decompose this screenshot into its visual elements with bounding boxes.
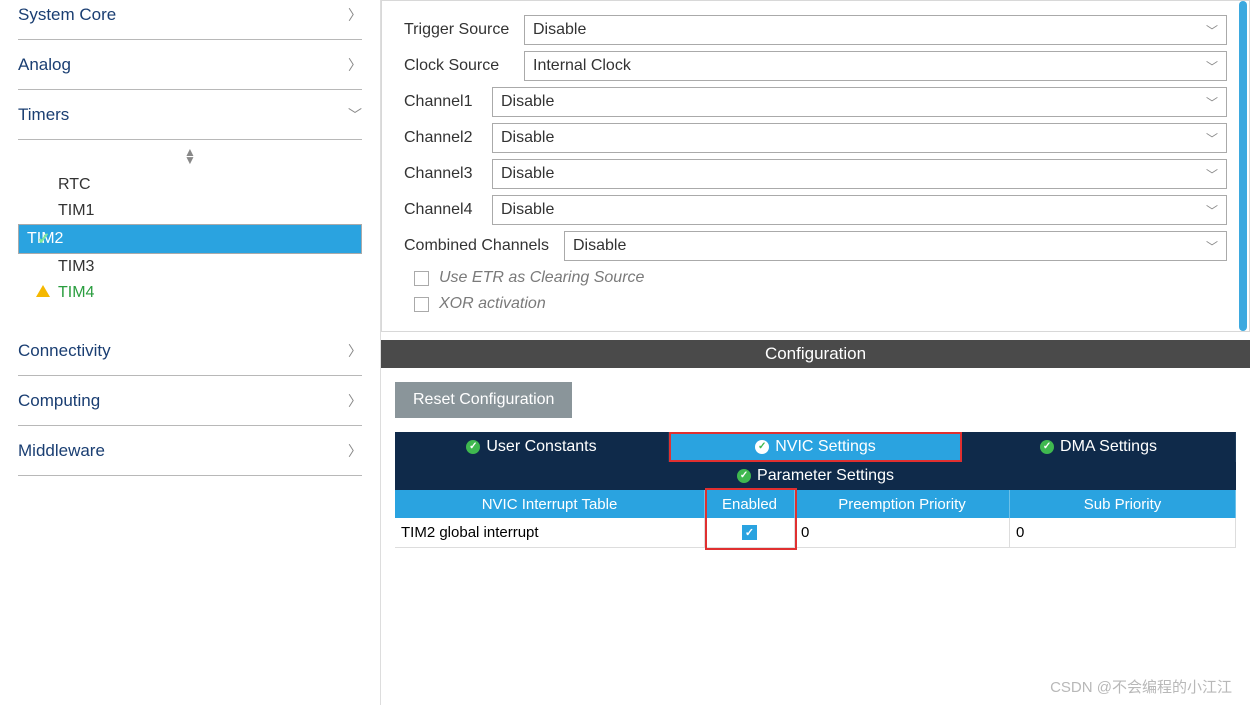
table-header: Enabled [705, 490, 795, 518]
chevron-right-icon: 〉 [348, 341, 362, 361]
field-label: Clock Source [404, 57, 524, 75]
category-connectivity[interactable]: Connectivity 〉 [18, 326, 362, 376]
sidebar: System Core 〉 Analog 〉 Timers ﹀ ▲▼ RTC T… [0, 0, 380, 705]
table-header: Preemption Priority [795, 490, 1010, 518]
timer-item-rtc[interactable]: RTC [18, 172, 362, 198]
chevron-down-icon: ﹀ [1206, 22, 1218, 39]
clock-source-select[interactable]: Internal Clock﹀ [524, 51, 1227, 81]
category-label: Analog [18, 55, 71, 75]
check-circle-icon: ✓ [1040, 440, 1054, 454]
config-tabs: ✓User Constants ✓NVIC Settings ✓DMA Sett… [395, 432, 1236, 490]
timer-label: TIM1 [58, 202, 94, 220]
checkbox-label: XOR activation [439, 295, 546, 313]
scrollbar[interactable] [1239, 1, 1247, 331]
reset-configuration-button[interactable]: Reset Configuration [395, 382, 572, 418]
interrupt-name: TIM2 global interrupt [395, 518, 705, 547]
timer-label: TIM3 [58, 258, 94, 276]
enabled-cell: ✓ [705, 518, 795, 547]
category-label: Connectivity [18, 341, 111, 361]
configuration-body: Reset Configuration ✓User Constants ✓NVI… [381, 368, 1250, 562]
tab-parameter-settings[interactable]: ✓Parameter Settings [395, 462, 1236, 490]
tab-nvic-settings[interactable]: ✓NVIC Settings [669, 432, 962, 462]
check-circle-icon: ✓ [737, 469, 751, 483]
category-label: System Core [18, 5, 116, 25]
sort-icon[interactable]: ▲▼ [18, 140, 362, 172]
category-system-core[interactable]: System Core 〉 [18, 0, 362, 40]
category-timers[interactable]: Timers ﹀ [18, 90, 362, 140]
chevron-down-icon: ﹀ [1206, 166, 1218, 183]
chevron-down-icon: ﹀ [1206, 202, 1218, 219]
chevron-down-icon: ﹀ [1206, 58, 1218, 75]
table-header: NVIC Interrupt Table [395, 490, 705, 518]
category-analog[interactable]: Analog 〉 [18, 40, 362, 90]
category-label: Timers [18, 105, 69, 125]
channel3-select[interactable]: Disable﹀ [492, 159, 1227, 189]
category-computing[interactable]: Computing 〉 [18, 376, 362, 426]
field-label: Channel1 [404, 93, 492, 111]
tab-dma-settings[interactable]: ✓DMA Settings [962, 432, 1236, 462]
check-icon: ✓ [37, 229, 53, 249]
channel1-select[interactable]: Disable﹀ [492, 87, 1227, 117]
mode-config-form: Trigger SourceDisable﹀ Clock SourceInter… [381, 0, 1250, 332]
category-middleware[interactable]: Middleware 〉 [18, 426, 362, 476]
timer-item-tim4[interactable]: TIM4 [18, 280, 362, 306]
timer-item-tim2[interactable]: ✓ TIM2 [18, 224, 362, 254]
table-header: Sub Priority [1010, 490, 1236, 518]
chevron-right-icon: 〉 [348, 391, 362, 411]
etr-checkbox[interactable] [414, 271, 429, 286]
chevron-down-icon: ﹀ [1206, 130, 1218, 147]
watermark: CSDN @不会编程的小江江 [1050, 676, 1232, 697]
chevron-down-icon: ﹀ [348, 105, 362, 125]
combined-channels-select[interactable]: Disable﹀ [564, 231, 1227, 261]
field-label: Channel4 [404, 201, 492, 219]
chevron-right-icon: 〉 [348, 5, 362, 25]
check-circle-icon: ✓ [466, 440, 480, 454]
category-label: Middleware [18, 441, 105, 461]
timer-item-tim3[interactable]: TIM3 [18, 254, 362, 280]
field-label: Channel2 [404, 129, 492, 147]
chevron-down-icon: ﹀ [1206, 94, 1218, 111]
sub-priority-cell[interactable]: 0 [1010, 518, 1236, 547]
channel4-select[interactable]: Disable﹀ [492, 195, 1227, 225]
nvic-table: NVIC Interrupt Table Enabled Preemption … [395, 490, 1236, 548]
configuration-header: Configuration [381, 340, 1250, 368]
category-label: Computing [18, 391, 100, 411]
table-row: TIM2 global interrupt ✓ 0 0 [395, 518, 1236, 548]
chevron-down-icon: ﹀ [1206, 238, 1218, 255]
chevron-right-icon: 〉 [348, 55, 362, 75]
field-label: Trigger Source [404, 21, 524, 39]
chevron-right-icon: 〉 [348, 441, 362, 461]
channel2-select[interactable]: Disable﹀ [492, 123, 1227, 153]
timer-label: TIM4 [58, 284, 94, 302]
warning-icon [36, 284, 52, 302]
field-label: Combined Channels [404, 237, 564, 255]
preemption-cell[interactable]: 0 [795, 518, 1010, 547]
main-panel: Trigger SourceDisable﹀ Clock SourceInter… [380, 0, 1250, 705]
timer-item-tim1[interactable]: TIM1 [18, 198, 362, 224]
tab-user-constants[interactable]: ✓User Constants [395, 432, 669, 462]
enabled-checkbox[interactable]: ✓ [742, 525, 757, 540]
timer-label: RTC [58, 176, 91, 194]
check-circle-icon: ✓ [755, 440, 769, 454]
field-label: Channel3 [404, 165, 492, 183]
timer-list: RTC TIM1 ✓ TIM2 TIM3 TIM4 [18, 172, 362, 326]
trigger-source-select[interactable]: Disable﹀ [524, 15, 1227, 45]
checkbox-label: Use ETR as Clearing Source [439, 269, 644, 287]
xor-checkbox[interactable] [414, 297, 429, 312]
